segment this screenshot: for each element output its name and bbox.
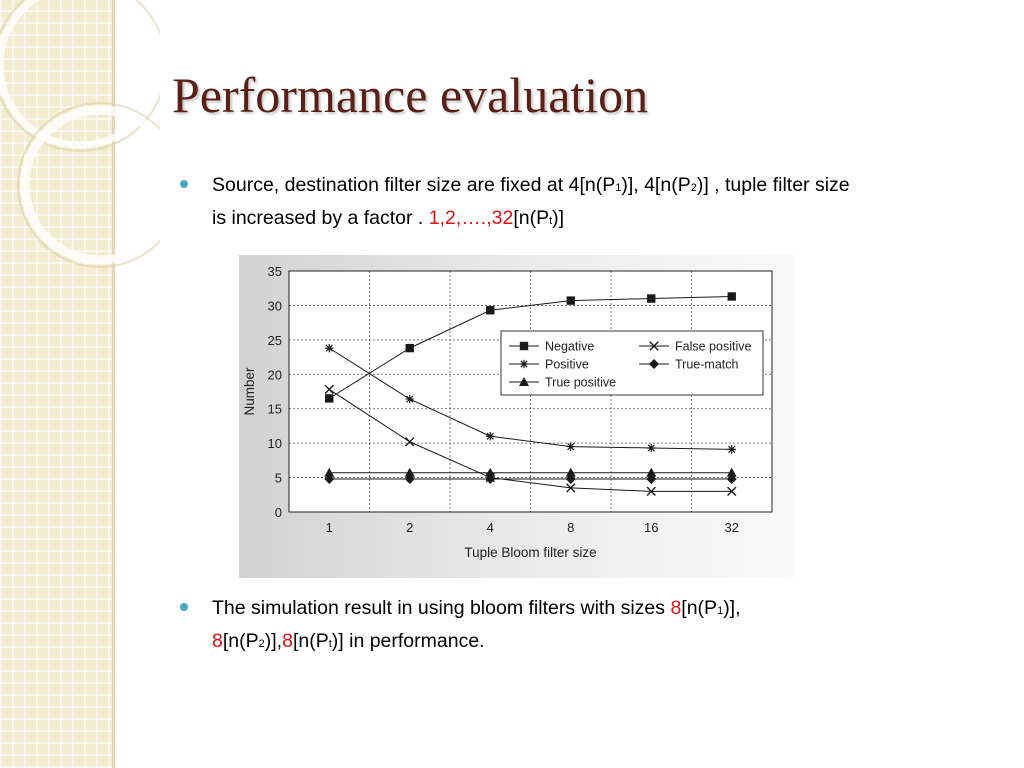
decorative-rings [0, 0, 160, 268]
legend-label-false-positive: False positive [675, 340, 751, 354]
text-run: [n(P [292, 630, 329, 652]
data-point-true-positive [565, 467, 576, 477]
text-run: The simulation result in using bloom fil… [212, 597, 671, 619]
page-title: Performance evaluation [172, 67, 649, 123]
legend-label-negative: Negative [545, 340, 594, 354]
highlight-text: 8 [212, 630, 223, 652]
data-point-positive [405, 394, 414, 404]
y-tick-label: 0 [275, 505, 282, 520]
legend-marker-true-match [649, 359, 659, 369]
data-point-true-positive [404, 467, 415, 477]
data-point-negative [566, 296, 575, 305]
text-run: )] in performance. [331, 630, 485, 652]
x-tick-label: 8 [567, 520, 574, 535]
text-run: is increased by a factor . [212, 207, 429, 229]
series-line-false-positive [328, 389, 732, 492]
data-point-negative [325, 394, 334, 403]
text-run: [n(P [681, 597, 718, 619]
y-tick-label: 10 [268, 436, 282, 451]
legend-label-positive: Positive [545, 358, 589, 372]
line-chart: 0 5 10 15 20 25 30 35 1 2 4 8 16 32 Tuple Bloom filter… [239, 255, 794, 578]
data-point-positive [325, 343, 334, 353]
text-run: )], 4[n(P [621, 174, 691, 196]
subscript: 1 [615, 182, 622, 194]
data-point-true-positive [726, 467, 737, 477]
text-run: )] , tuple filter size [696, 174, 850, 196]
bullet-item: The simulation result in using bloom fil… [180, 593, 994, 659]
y-tick-label: 15 [268, 402, 282, 417]
text-run: [n(P [513, 207, 550, 229]
y-tick-label: 25 [268, 333, 282, 348]
y-axis-label: Number [242, 367, 257, 416]
y-tick-label: 5 [275, 471, 282, 486]
series-line-negative [328, 295, 732, 399]
x-tick-label: 1 [326, 520, 333, 535]
data-point-negative [405, 343, 414, 353]
legend-box [500, 330, 764, 396]
legend-label-true-positive: True positive [545, 376, 616, 390]
bullet-line: 8[n(P2)],8[n(Pt)] in performance. [188, 626, 994, 659]
subscript: 2 [258, 638, 265, 650]
data-point-false-positive [324, 384, 334, 395]
data-point-false-positive [566, 483, 576, 493]
bullet-item: Source, destination filter size are fixe… [180, 170, 994, 236]
data-point-negative [647, 294, 656, 303]
highlight-text: 1,2,….,32 [428, 207, 514, 229]
subscript: 2 [690, 182, 697, 194]
legend-label-true-match: True-match [675, 358, 738, 372]
data-point-true-positive [485, 467, 496, 477]
x-tick-label: 16 [644, 520, 658, 535]
text-run: )] [552, 207, 565, 229]
x-tick-label: 2 [406, 520, 413, 535]
legend-marker-true-positive [519, 377, 529, 386]
data-point-positive [486, 432, 495, 441]
data-point-positive [647, 443, 656, 453]
plot-frame [288, 270, 773, 513]
data-point-positive [727, 445, 736, 454]
highlight-text: 8 [670, 597, 682, 619]
legend-marker-positive [519, 359, 529, 369]
data-point-true-positive [324, 467, 335, 477]
data-point-true-positive [646, 467, 657, 477]
legend-marker-false-positive [649, 341, 659, 351]
subscript: t [549, 215, 553, 227]
bullet-dot-icon [180, 180, 188, 188]
y-tick-label: 20 [268, 367, 282, 382]
x-tick-label: 32 [725, 520, 739, 535]
text-run: )], [264, 630, 283, 652]
bullet-line: is increased by a factor . 1,2,….,32[n(P… [188, 203, 994, 236]
bullet-line: Source, destination filter size are fixe… [188, 170, 994, 203]
data-point-false-positive [727, 486, 737, 497]
data-point-negative [727, 292, 736, 301]
y-tick-label: 35 [268, 264, 282, 279]
data-point-false-positive [646, 486, 656, 497]
sidebar-edge [112, 0, 115, 768]
subscript: t [328, 638, 332, 650]
legend-marker-negative [519, 341, 529, 351]
highlight-text: 8 [282, 630, 293, 652]
y-tick-label: 30 [268, 298, 282, 313]
x-tick-label: 4 [487, 520, 494, 535]
data-point-negative [486, 306, 495, 315]
data-point-positive [566, 442, 575, 451]
text-run: [n(P [222, 630, 259, 652]
x-axis-label: Tuple Bloom filter size [464, 545, 596, 560]
bullet-dot-icon [180, 603, 188, 611]
bullet-line: The simulation result in using bloom fil… [188, 593, 994, 626]
series-line-positive [328, 347, 732, 450]
text-run: )], [723, 597, 741, 619]
data-point-false-positive [405, 437, 415, 447]
text-run: Source, destination filter size are fixe… [212, 174, 616, 196]
subscript: 1 [717, 605, 724, 617]
